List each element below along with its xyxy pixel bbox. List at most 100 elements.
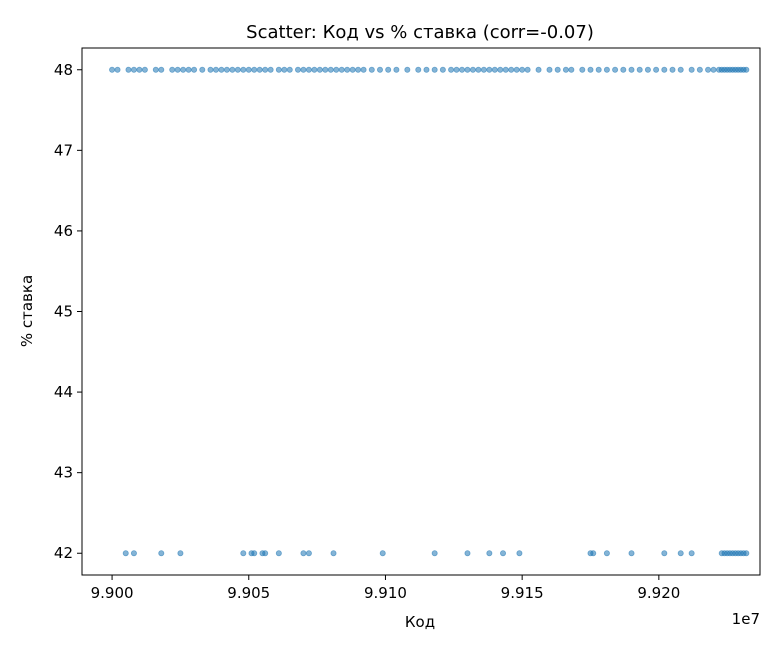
data-point (300, 66, 307, 73)
data-point (368, 66, 375, 73)
data-point (158, 550, 165, 557)
y-axis-label: % ставка (18, 275, 36, 347)
data-point (286, 66, 293, 73)
data-point (497, 66, 504, 73)
data-point (300, 550, 307, 557)
data-point (590, 550, 597, 557)
x-offset-label: 1e7 (732, 610, 760, 628)
data-point (603, 66, 610, 73)
data-point (311, 66, 318, 73)
data-point (207, 66, 214, 73)
data-point (669, 66, 676, 73)
data-point (218, 66, 225, 73)
data-point (136, 66, 143, 73)
data-point (152, 66, 159, 73)
data-point (439, 66, 446, 73)
data-point (385, 66, 392, 73)
data-point (330, 550, 337, 557)
y-tick-label: 42 (54, 544, 73, 562)
x-axis-label: Код (405, 613, 435, 631)
data-point (177, 550, 184, 557)
data-point (743, 66, 750, 73)
data-point (349, 66, 356, 73)
data-point (688, 66, 695, 73)
data-point (603, 550, 610, 557)
data-point (256, 66, 263, 73)
x-tick-label: 9.910 (364, 584, 407, 602)
data-point (141, 66, 148, 73)
data-point (661, 550, 668, 557)
data-point (174, 66, 181, 73)
data-point (275, 66, 282, 73)
data-point (185, 66, 192, 73)
data-point (688, 550, 695, 557)
data-point (562, 66, 569, 73)
data-point (677, 66, 684, 73)
data-point (486, 550, 493, 557)
data-point (199, 66, 206, 73)
data-point (453, 66, 460, 73)
data-point (636, 66, 643, 73)
data-point (587, 66, 594, 73)
data-point (305, 66, 312, 73)
data-point (661, 66, 668, 73)
data-point (415, 66, 422, 73)
data-point (322, 66, 329, 73)
y-tick-label: 46 (54, 222, 73, 240)
data-point (554, 66, 561, 73)
data-point (486, 66, 493, 73)
y-tick-label: 48 (54, 61, 73, 79)
data-point (431, 550, 438, 557)
data-point (516, 550, 523, 557)
data-point (251, 66, 258, 73)
y-tick-label: 44 (54, 383, 73, 401)
data-point (275, 550, 282, 557)
data-point (240, 550, 247, 557)
data-point (696, 66, 703, 73)
data-point (234, 66, 241, 73)
data-point (705, 66, 712, 73)
data-point (125, 66, 132, 73)
data-point (327, 66, 334, 73)
data-point (595, 66, 602, 73)
data-point (431, 66, 438, 73)
data-point (158, 66, 165, 73)
plot-frame (81, 47, 761, 576)
y-axis: 42 43 44 45 46 47 48 (54, 61, 82, 562)
data-point (355, 66, 362, 73)
data-point (191, 66, 198, 73)
data-point (743, 550, 750, 557)
data-point (109, 66, 116, 73)
data-point (212, 66, 219, 73)
data-point (360, 66, 367, 73)
data-point (130, 66, 137, 73)
data-point (464, 550, 471, 557)
data-point (245, 66, 252, 73)
data-point (459, 66, 466, 73)
data-point (546, 66, 553, 73)
data-point (469, 66, 476, 73)
data-point (653, 66, 660, 73)
data-point (519, 66, 526, 73)
data-point (338, 66, 345, 73)
y-tick-label: 43 (54, 464, 73, 482)
y-tick-label: 45 (54, 303, 73, 321)
data-point (508, 66, 515, 73)
data-point (620, 66, 627, 73)
data-point (130, 550, 137, 557)
data-point (223, 66, 230, 73)
data-point (491, 66, 498, 73)
data-point (379, 550, 386, 557)
x-axis: 9.900 9.905 9.910 9.915 9.920 (91, 575, 680, 602)
data-point (480, 66, 487, 73)
data-point (500, 550, 507, 557)
data-point (393, 66, 400, 73)
data-point (404, 66, 411, 73)
data-point (251, 550, 258, 557)
data-point (122, 550, 129, 557)
data-point (316, 66, 323, 73)
data-point (568, 66, 575, 73)
data-point (464, 66, 471, 73)
data-point (294, 66, 301, 73)
data-point (262, 550, 269, 557)
